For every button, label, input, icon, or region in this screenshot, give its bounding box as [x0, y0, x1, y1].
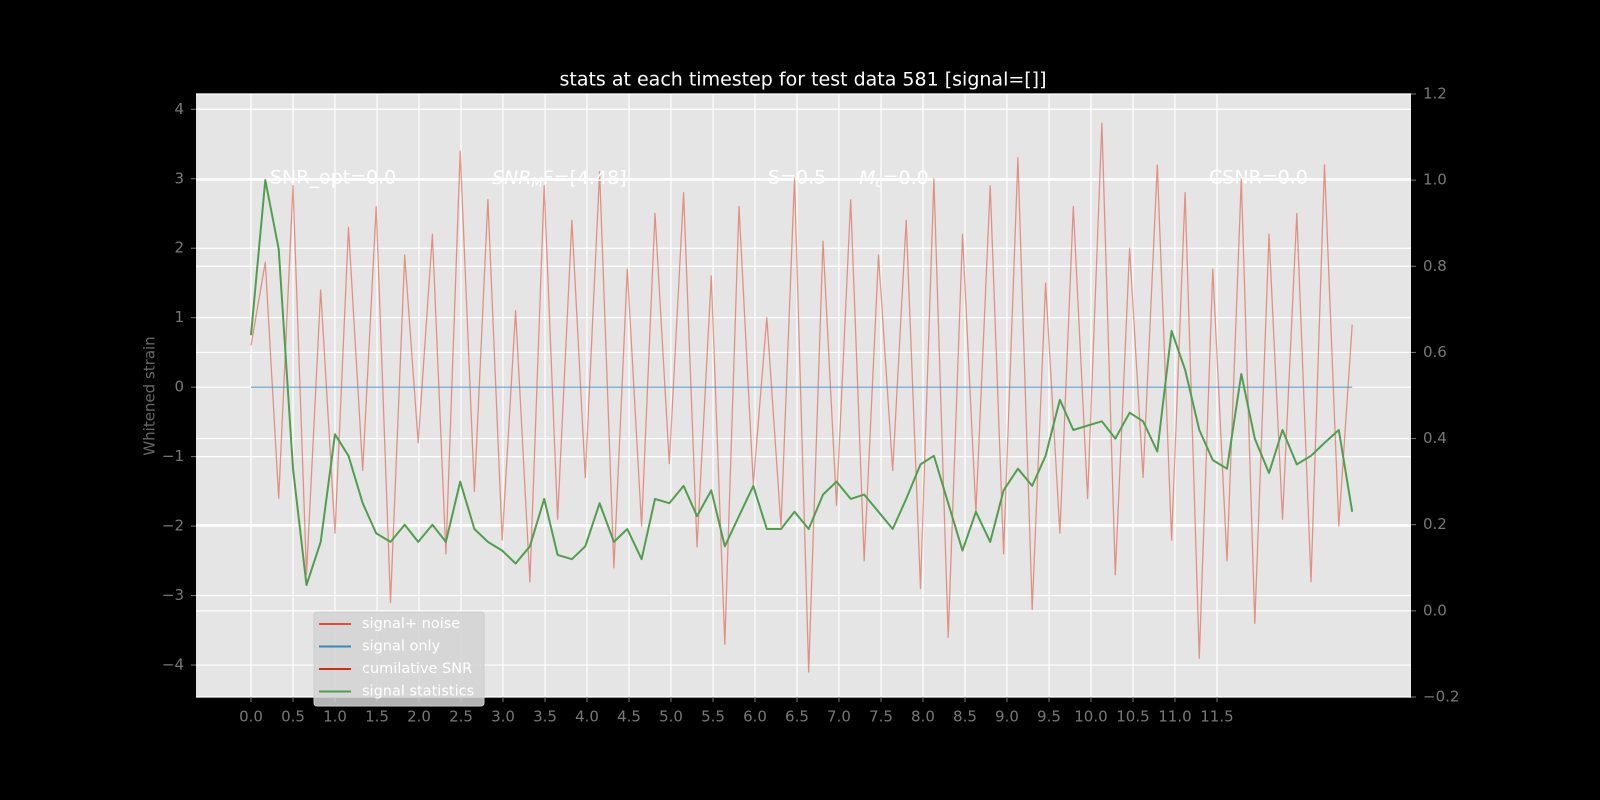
y-tick-label: 4: [174, 100, 184, 118]
x-tick-label: 2.5: [449, 708, 473, 726]
annotation-part: =0.0: [883, 166, 929, 188]
annotation: SNRMF=[4.48]: [492, 166, 627, 190]
x-tick-label: 10.0: [1074, 708, 1107, 726]
y-tick-label: 0: [174, 378, 184, 396]
x-tick-label: 9.0: [995, 708, 1019, 726]
y2-tick-label: 1.2: [1423, 85, 1447, 103]
y-tick-label: 3: [174, 169, 184, 187]
x-tick-label: 7.0: [827, 708, 851, 726]
legend-label: signal+ noise: [362, 616, 460, 632]
series-line: [250, 122, 1353, 673]
x-tick-label: 1.5: [365, 708, 389, 726]
annotation: CSNR=0.0: [1209, 166, 1308, 188]
x-tick-label: 3.0: [491, 708, 515, 726]
x-tick-label: 5.5: [701, 708, 725, 726]
y2-tick-label: 0.6: [1423, 343, 1447, 361]
y-tick-label: −1: [162, 447, 184, 465]
x-tick-label: 6.0: [743, 708, 767, 726]
x-tick-label: 7.5: [869, 708, 893, 726]
legend-label: signal statistics: [362, 684, 474, 700]
y-tick-label: 2: [174, 239, 184, 257]
x-tick-label: 6.5: [785, 708, 809, 726]
y2-tick-label: 0.2: [1423, 515, 1447, 533]
legend-label: signal only: [362, 639, 441, 655]
x-tick-label: 11.0: [1158, 708, 1191, 726]
x-tick-label: 5.0: [659, 708, 683, 726]
y-tick-label: −2: [162, 517, 184, 535]
x-tick-label: 9.5: [1037, 708, 1061, 726]
y2-tick-label: 0.4: [1423, 429, 1447, 447]
chart-title: stats at each timestep for test data 581…: [559, 69, 1046, 91]
legend-label: cumilative SNR: [362, 661, 472, 677]
x-tick-label: 4.5: [617, 708, 641, 726]
x-tick-label: 3.5: [533, 708, 557, 726]
annotation-part: M: [859, 166, 875, 188]
x-tick-label: 8.5: [953, 708, 977, 726]
annotation-part: c: [875, 175, 882, 190]
x-tick-label: 11.5: [1200, 708, 1233, 726]
y-tick-label: 1: [174, 308, 184, 326]
y2-tick-label: 1.0: [1423, 171, 1447, 189]
legend-box: [313, 611, 485, 707]
annotation-part: F=[4.48]: [543, 166, 627, 188]
annotation: SNR_opt=0.0: [270, 166, 396, 188]
y2-tick-label: −0.2: [1423, 688, 1459, 706]
annotation-part: SNR: [492, 166, 531, 188]
y-axis-label: Whitened strain: [141, 336, 159, 455]
annotation: S=0.5: [768, 166, 826, 188]
y2-tick-label: 0.0: [1423, 601, 1447, 619]
x-tick-label: 1.0: [323, 708, 347, 726]
y2-tick-label: 0.8: [1423, 257, 1447, 275]
x-tick-label: 0.5: [281, 708, 305, 726]
annotation-part: M: [531, 175, 542, 190]
series-line: [250, 179, 1354, 586]
x-tick-label: 4.0: [575, 708, 599, 726]
y-tick-label: −3: [162, 586, 184, 604]
y-tick-label: −4: [162, 656, 184, 674]
annotation: Mc=0.0: [859, 166, 929, 190]
x-tick-label: 8.0: [911, 708, 935, 726]
x-tick-label: 2.0: [407, 708, 431, 726]
x-tick-label: 10.5: [1116, 708, 1149, 726]
x-tick-label: 0.0: [239, 708, 263, 726]
